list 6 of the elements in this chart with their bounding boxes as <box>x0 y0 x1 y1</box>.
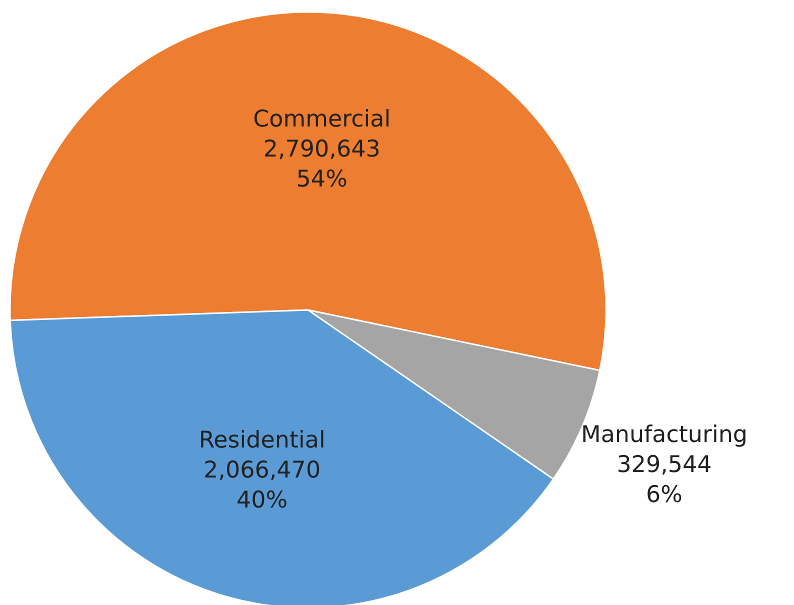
data-label: 329,544 6% <box>616 452 712 508</box>
slice-label: Manufacturing <box>580 422 748 448</box>
data-label: 2,066,470 40% <box>204 457 321 514</box>
data-label: 2,790,643 54% <box>263 136 380 193</box>
slice-label: Commercial <box>253 106 391 133</box>
slice-label: Residential <box>198 427 326 454</box>
